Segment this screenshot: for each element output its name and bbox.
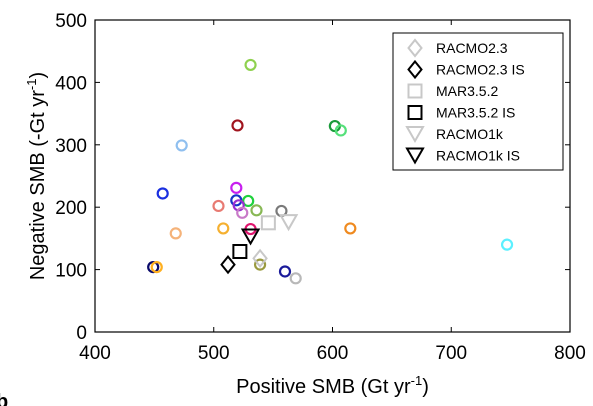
y-tick-label: 100 (55, 261, 87, 282)
y-tick-label: 0 (76, 323, 87, 344)
model-point (334, 124, 347, 137)
racmo2-3-marker (252, 248, 268, 268)
legend-marker-racmo1k (405, 126, 425, 144)
y-tick-label: 300 (55, 136, 87, 157)
model-point (231, 119, 244, 132)
x-tick-label: 800 (554, 343, 586, 364)
mar3-5-2-marker (260, 215, 276, 231)
racmo1k-is-marker (240, 228, 261, 246)
plot-area-frame (94, 19, 571, 333)
legend-marker-racmo2-3-is (407, 59, 423, 80)
model-point (244, 58, 257, 72)
panel-label: b (0, 391, 8, 406)
model-point (156, 187, 169, 200)
legend-label-mar3-5-2: MAR3.5.2 (436, 83, 498, 99)
model-point (250, 204, 263, 217)
model-point (242, 194, 255, 208)
racmo2-3-is-marker (220, 255, 236, 275)
x-axis-title: Positive SMB (Gt yr-1) (236, 373, 429, 398)
racmo1k-marker (278, 214, 299, 232)
y-tick-label: 400 (55, 73, 87, 94)
model-point (175, 139, 188, 152)
legend-label-racmo2-3-is: RACMO2.3 IS (436, 62, 525, 78)
model-point (236, 206, 249, 219)
legend-label-racmo2-3: RACMO2.3 (436, 40, 508, 56)
legend-label-racmo1k: RACMO1k (436, 126, 504, 142)
legend-marker-mar3-5-2 (407, 83, 423, 99)
legend-marker-mar3-5-2-is (407, 105, 423, 120)
legend-marker-racmo1k-is (405, 147, 425, 165)
series-markers (220, 214, 299, 275)
model-point (169, 227, 182, 240)
x-tick-label: 400 (79, 343, 111, 364)
model-point (500, 238, 514, 251)
model-point (230, 181, 243, 194)
model-point (150, 261, 163, 274)
model-point (278, 265, 292, 278)
model-point (289, 272, 302, 285)
y-tick-label: 200 (55, 198, 87, 219)
legend-box (392, 32, 564, 171)
model-point (344, 222, 357, 235)
axis-tick-labels: 400 500 600 700 800 0 100 200 300 400 500 (55, 11, 586, 364)
legend: RACMO2.3 RACMO2.3 IS MAR3.5.2 MAR3.5.2 IS RA… (392, 32, 564, 171)
model-point (253, 258, 267, 271)
x-tick-label: 700 (435, 343, 467, 364)
legend-marker-racmo2-3 (407, 38, 423, 58)
model-point (217, 222, 230, 235)
legend-label-mar3-5-2-is: MAR3.5.2 IS (436, 105, 515, 121)
mar3-5-2-is-marker (232, 244, 248, 260)
x-tick-label: 500 (198, 343, 230, 364)
model-point (212, 199, 225, 213)
y-tick-label: 500 (55, 11, 87, 32)
y-axis-title: Negative SMB (-Gt yr-1) (24, 72, 49, 280)
x-tick-label: 600 (317, 343, 349, 364)
model-point (147, 261, 160, 274)
legend-label-racmo1k-is: RACMO1k IS (436, 148, 520, 164)
